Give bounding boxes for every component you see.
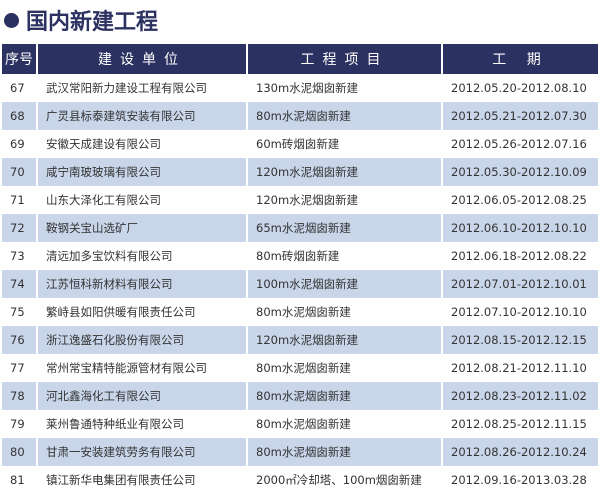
row-builder: 繁峙县如阳供暖有限责任公司 xyxy=(46,305,196,319)
row-index: 74 xyxy=(2,270,36,298)
row-project: 80m水泥烟囱新建 xyxy=(256,417,351,431)
row-project: 80m水泥烟囱新建 xyxy=(248,102,441,130)
row-index: 67 xyxy=(10,81,25,95)
row-index: 75 xyxy=(10,305,25,319)
row-index: 81 xyxy=(10,473,25,487)
row-period: 2012.05.26-2012.07.16 xyxy=(451,137,587,151)
table-row: 79 莱州鲁通特种纸业有限公司 80m水泥烟囱新建 2012.08.25-2012.1… xyxy=(2,410,598,438)
table-row: 72 鞍钢关宝山选矿厂 65m水泥烟囱新建 2012.06.10-2012.10.10 xyxy=(2,214,598,242)
row-period: 2012.07.10-2012.10.10 xyxy=(451,305,587,319)
row-period: 2012.06.10-2012.10.10 xyxy=(443,214,598,242)
row-project: 120m水泥烟囱新建 xyxy=(248,158,441,186)
row-builder: 广灵县标泰建筑安装有限公司 xyxy=(38,102,246,130)
header-project: 工程项目 xyxy=(248,44,441,74)
row-index: 73 xyxy=(10,249,25,263)
row-builder: 清远加多宝饮料有限公司 xyxy=(46,249,173,263)
row-index: 78 xyxy=(2,382,36,410)
table-row: 80 甘肃一安装建筑劳务有限公司 80m水泥烟囱新建 2012.08.26-2012.… xyxy=(2,438,598,466)
row-builder: 甘肃一安装建筑劳务有限公司 xyxy=(38,438,246,466)
row-builder: 河北鑫海化工有限公司 xyxy=(38,382,246,410)
row-index: 72 xyxy=(2,214,36,242)
row-index: 79 xyxy=(10,417,25,431)
row-project: 60m砖烟囱新建 xyxy=(256,137,340,151)
row-period: 2012.09.16-2013.03.28 xyxy=(451,473,587,487)
header-builder: 建设单位 xyxy=(38,44,246,74)
row-project: 80m砖烟囱新建 xyxy=(256,249,340,263)
row-project: 80m水泥烟囱新建 xyxy=(248,438,441,466)
page-title: 国内新建工程 xyxy=(4,4,158,36)
row-index: 80 xyxy=(2,438,36,466)
table-row: 75 繁峙县如阳供暖有限责任公司 80m水泥烟囱新建 2012.07.10-2012.… xyxy=(2,298,598,326)
row-project: 120m水泥烟囱新建 xyxy=(248,326,441,354)
row-project: 120m水泥烟囱新建 xyxy=(256,193,359,207)
row-period: 2012.08.23-2012.11.02 xyxy=(443,382,598,410)
row-project: 130m水泥烟囱新建 xyxy=(256,81,359,95)
row-index: 76 xyxy=(2,326,36,354)
header-index: 序号 xyxy=(2,44,36,74)
row-period: 2012.05.30-2012.10.09 xyxy=(443,158,598,186)
row-builder: 山东大泽化工有限公司 xyxy=(46,193,161,207)
table-row: 77 常州常宝精特能源管材有限公司 80m水泥烟囱新建 2012.08.21-2012… xyxy=(2,354,598,382)
row-period: 2012.08.25-2012.11.15 xyxy=(451,417,587,431)
row-index: 77 xyxy=(10,361,25,375)
table-row: 69 安徽天成建设有限公司 60m砖烟囱新建 2012.05.26-2012.07.1… xyxy=(2,130,598,158)
title-text: 国内新建工程 xyxy=(26,10,159,35)
row-index: 68 xyxy=(2,102,36,130)
header-period: 工 期 xyxy=(443,44,598,74)
table-row: 67 武汉常阳新力建设工程有限公司 130m水泥烟囱新建 2012.05.20-201… xyxy=(2,74,598,102)
row-period: 2012.08.21-2012.11.10 xyxy=(451,361,587,375)
row-period: 2012.06.05-2012.08.25 xyxy=(451,193,587,207)
row-period: 2012.05.20-2012.08.10 xyxy=(451,81,587,95)
table-row: 68 广灵县标泰建筑安装有限公司 80m水泥烟囱新建 2012.05.21-2012.… xyxy=(2,102,598,130)
row-builder: 江苏恒科新材料有限公司 xyxy=(38,270,246,298)
bullet-icon xyxy=(4,12,19,28)
row-period: 2012.06.18-2012.08.22 xyxy=(451,249,587,263)
row-project: 80m水泥烟囱新建 xyxy=(256,305,351,319)
row-builder: 鞍钢关宝山选矿厂 xyxy=(38,214,246,242)
row-project: 80m水泥烟囱新建 xyxy=(256,361,351,375)
row-builder: 武汉常阳新力建设工程有限公司 xyxy=(46,81,207,95)
row-period: 2012.08.26-2012.10.24 xyxy=(443,438,598,466)
table-row: 71 山东大泽化工有限公司 120m水泥烟囱新建 2012.06.05-2012.08… xyxy=(2,186,598,214)
row-builder: 莱州鲁通特种纸业有限公司 xyxy=(46,417,184,431)
row-builder: 安徽天成建设有限公司 xyxy=(46,137,161,151)
row-project: 2000㎡冷却塔、100m烟囱新建 xyxy=(256,473,422,487)
table-header: 序号 建设单位 工程项目 工 期 xyxy=(2,44,598,74)
table-row: 78 河北鑫海化工有限公司 80m水泥烟囱新建 2012.08.23-2012.11.… xyxy=(2,382,598,410)
row-period: 2012.07.01-2012.10.01 xyxy=(443,270,598,298)
row-index: 70 xyxy=(2,158,36,186)
row-builder: 镇江新华电集团有限责任公司 xyxy=(46,473,196,487)
row-period: 2012.05.21-2012.07.30 xyxy=(443,102,598,130)
table-row: 70 咸宁南玻玻璃有限公司 120m水泥烟囱新建 2012.05.30-2012.10… xyxy=(2,158,598,186)
row-project: 100m水泥烟囱新建 xyxy=(248,270,441,298)
table-row: 73 清远加多宝饮料有限公司 80m砖烟囱新建 2012.06.18-2012.08.… xyxy=(2,242,598,270)
row-builder: 常州常宝精特能源管材有限公司 xyxy=(46,361,207,375)
row-period: 2012.08.15-2012.12.15 xyxy=(443,326,598,354)
row-index: 69 xyxy=(10,137,25,151)
table-row: 81 镇江新华电集团有限责任公司 2000㎡冷却塔、100m烟囱新建 2012.09.… xyxy=(2,466,598,494)
row-project: 80m水泥烟囱新建 xyxy=(248,382,441,410)
projects-table: 序号 建设单位 工程项目 工 期 67 武汉常阳新力建设工程有限公司 130m水泥烟… xyxy=(0,44,600,494)
row-project: 65m水泥烟囱新建 xyxy=(248,214,441,242)
table-row: 74 江苏恒科新材料有限公司 100m水泥烟囱新建 2012.07.01-2012.1… xyxy=(2,270,598,298)
row-index: 71 xyxy=(10,193,25,207)
row-builder: 浙江逸盛石化股份有限公司 xyxy=(38,326,246,354)
row-builder: 咸宁南玻玻璃有限公司 xyxy=(38,158,246,186)
table-row: 76 浙江逸盛石化股份有限公司 120m水泥烟囱新建 2012.08.15-2012.… xyxy=(2,326,598,354)
